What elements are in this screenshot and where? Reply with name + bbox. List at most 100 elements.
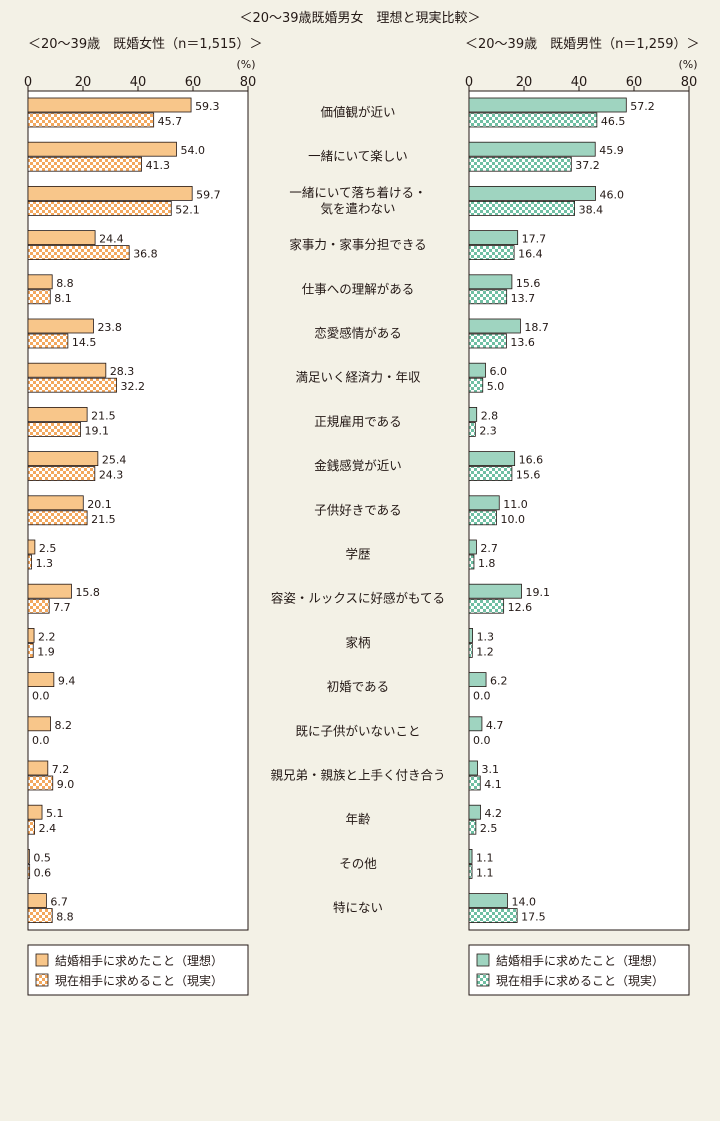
data-label-reality: 21.5 [91,513,116,526]
data-label-reality: 12.6 [508,601,533,614]
bar-reality [27,245,130,261]
bar-reality [468,554,475,570]
category-label: 学歴 [345,547,370,562]
category-label: 容姿・ルックスに好感がもてる [271,591,445,606]
data-label-ideal: 1.1 [476,851,494,864]
bar-reality [468,598,505,614]
x-tick-label: 60 [626,75,643,90]
bar-reality [27,289,51,305]
data-label-reality: 8.1 [54,292,72,305]
bar-ideal [27,406,88,422]
bar-reality [468,421,476,437]
x-tick-label: 0 [24,75,32,90]
bar-ideal [27,628,35,643]
bar-reality [27,643,34,658]
data-label-reality: 7.7 [53,601,71,614]
unit-label-female: (%) [236,58,255,71]
legend-layer: 結婚相手に求めたこと（理想） 現在相手に求めること（現実） 結婚相手に求めたこと（理… [27,944,690,996]
x-tick-label: 80 [240,75,257,90]
data-label-ideal: 9.4 [58,675,76,688]
data-label-ideal: 2.8 [481,409,499,422]
category-label: 価値観が近い [320,105,395,120]
bar-ideal [468,230,519,246]
data-label-ideal: 1.3 [477,630,495,643]
category-label: 一緒にいて落ち着ける・気を遣わない [289,185,426,216]
bar-ideal [468,539,477,555]
category-label: 子供好きである [314,502,401,517]
data-label-reality: 1.2 [476,645,494,658]
bar-ideal [468,97,627,113]
bar-ideal [27,230,96,246]
bar-ideal [468,672,487,687]
category-label: 親兄弟・親族と上手く付き合う [270,768,445,783]
data-label-reality: 1.9 [37,645,55,658]
bar-reality [27,156,142,172]
data-label-ideal: 0.5 [33,851,51,864]
data-label-ideal: 17.7 [522,233,547,246]
data-label-ideal: 23.8 [97,321,122,334]
bar-ideal [27,893,47,908]
bar-ideal [27,97,192,113]
data-label-reality: 19.1 [85,424,110,437]
bar-reality [468,200,575,216]
data-label-reality: 46.5 [601,115,626,128]
bar-ideal [468,362,486,378]
data-label-reality: 16.4 [518,248,543,261]
legend-label-ideal: 結婚相手に求めたこと（理想） [496,953,664,968]
data-label-reality: 24.3 [99,469,124,482]
data-label-reality: 1.3 [36,557,54,570]
data-label-reality: 37.2 [575,159,600,172]
bar-reality [468,377,484,393]
data-label-reality: 15.6 [516,469,541,482]
data-label-ideal: 46.0 [600,188,625,201]
bar-reality [27,598,50,614]
legend-label-reality: 現在相手に求めること（現実） [55,973,223,988]
bar-reality [27,775,54,791]
legend-label-ideal: 結婚相手に求めたこと（理想） [55,953,223,968]
data-label-ideal: 59.7 [196,188,221,201]
category-label: 仕事への理解がある [302,281,415,296]
bar-ideal [27,318,94,334]
bar-ideal [27,185,193,201]
data-label-ideal: 25.4 [102,454,127,467]
bar-ideal [468,849,473,864]
data-label-reality: 5.0 [487,380,505,393]
bar-reality [468,908,518,923]
category-label: 初婚である [327,679,389,694]
data-label-reality: 1.1 [476,866,494,879]
bar-reality [27,819,35,835]
bar-reality [27,200,172,216]
bar-ideal [468,804,481,820]
data-label-reality: 36.8 [133,248,158,261]
data-label-reality: 17.5 [521,911,546,924]
bar-reality [27,864,31,879]
data-label-ideal: 18.7 [524,321,549,334]
chart-title: ＜20～39歳既婚男女 理想と現実比較＞ [239,10,480,26]
bar-reality [27,112,155,128]
bar-reality [468,819,477,835]
bar-ideal [468,141,596,157]
bar-ideal [468,893,508,908]
data-label-reality: 32.2 [121,380,146,393]
data-label-reality: 9.0 [57,778,75,791]
bar-reality [468,245,515,261]
data-label-ideal: 16.6 [519,454,544,467]
category-label: 年齢 [345,812,371,827]
x-tick-label: 40 [130,75,147,90]
legend-label-reality: 現在相手に求めること（現実） [496,973,664,988]
data-label-ideal: 14.0 [512,896,537,909]
data-label-ideal: 45.9 [599,144,624,157]
category-label: 既に子供がいないこと [295,723,420,738]
bar-reality [27,908,53,923]
data-label-reality: 13.6 [510,336,535,349]
category-label: 金銭感覚が近い [314,458,402,473]
data-label-reality: 4.1 [484,778,502,791]
category-label: 満足いく経済力・年収 [295,370,421,385]
bar-reality [27,510,88,526]
plot-frame [468,90,690,931]
bar-ideal [468,716,483,732]
legend-box [468,944,690,996]
bar-ideal [27,451,99,467]
data-label-ideal: 11.0 [503,498,528,511]
